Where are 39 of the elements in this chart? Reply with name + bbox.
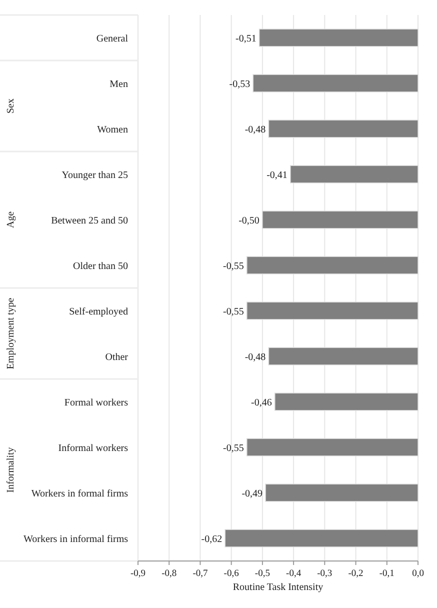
- y-tick-label: Workers in informal firms: [24, 534, 128, 545]
- x-tick-label: -0,9: [130, 569, 146, 579]
- data-label: -0,55: [223, 260, 244, 272]
- data-label: -0,55: [223, 442, 244, 454]
- data-label: -0,53: [229, 78, 250, 90]
- x-tick-label: -0,4: [286, 569, 302, 579]
- x-tick-label: -0,3: [317, 569, 332, 579]
- data-label: -0,55: [223, 306, 244, 318]
- y-tick-label: Self-employed: [69, 306, 128, 318]
- y-tick-label: Other: [105, 352, 129, 363]
- x-tick-label: -0,2: [348, 569, 364, 579]
- data-label: -0,51: [235, 33, 256, 44]
- text: Employment type: [6, 297, 16, 370]
- y-tick-label: Informal workers: [58, 442, 128, 454]
- x-tick-label: -0,8: [162, 569, 177, 579]
- text: Sex: [6, 98, 16, 114]
- y-tick-label: Older than 50: [73, 260, 128, 272]
- data-label: -0,50: [238, 215, 260, 226]
- y-tick-label: Workers in formal firms: [31, 488, 128, 500]
- data-label: -0,46: [251, 397, 272, 408]
- x-tick-label: -0,7: [192, 569, 208, 579]
- text: Age: [6, 210, 16, 228]
- x-tick-label: -0,6: [224, 569, 240, 579]
- y-tick-label: Women: [97, 124, 128, 136]
- y-tick-label: Men: [110, 78, 128, 90]
- data-label: -0,48: [244, 124, 266, 136]
- y-tick-label: Between 25 and 50: [51, 215, 128, 226]
- x-axis-title: Routine Task Intensity: [232, 582, 324, 593]
- x-tick-label: -0,1: [379, 569, 395, 579]
- data-label: -0,48: [244, 352, 266, 363]
- y-tick-label: General: [96, 33, 128, 44]
- y-tick-label: Formal workers: [64, 397, 128, 408]
- y-tick-label: Younger than 25: [62, 170, 128, 181]
- x-tick-label: 0,0: [412, 569, 424, 579]
- x-tick-label: -0,5: [254, 569, 270, 579]
- data-label: -0,62: [201, 534, 222, 545]
- data-label: -0,41: [266, 170, 288, 181]
- data-label: -0,49: [242, 488, 263, 500]
- text: Informality: [6, 447, 16, 493]
